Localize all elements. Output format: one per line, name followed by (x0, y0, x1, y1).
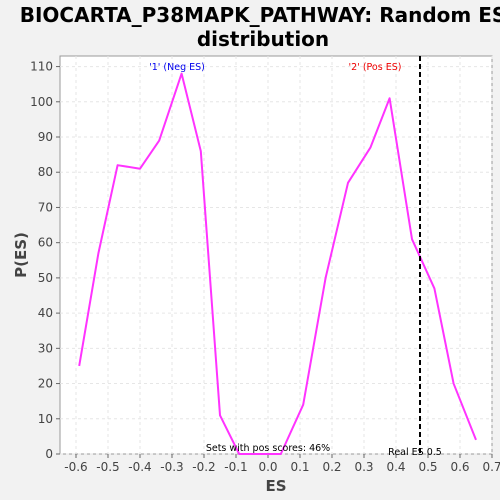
y-axis-ticks: 0 10 20 30 40 50 60 70 80 90 100 110 (30, 60, 60, 461)
x-tick-label: -0.4 (128, 460, 151, 474)
series-line (78, 72, 477, 455)
x-tick-label: -0.5 (96, 460, 119, 474)
x-tick-label: 0.0 (258, 460, 277, 474)
x-tick-label: -0.1 (224, 460, 247, 474)
x-tick-label: 0.5 (418, 460, 437, 474)
y-tick-label: 80 (38, 165, 53, 179)
y-tick-label: 20 (38, 377, 53, 391)
x-tick-label: -0.2 (192, 460, 215, 474)
pos-scores-annotation: Sets with pos scores: 46% (206, 443, 330, 454)
x-axis-ticks: -0.6 -0.5 -0.4 -0.3 -0.2 -0.1 0.0 0.1 0.2 0.3 0.4 0… (64, 454, 500, 474)
y-tick-label: 60 (38, 236, 53, 250)
pos-es-annotation: '2' (Pos ES) (349, 62, 402, 73)
chart-title-line-1: BIOCARTA_P38MAPK_PATHWAY: Random ES (20, 3, 500, 27)
y-tick-label: 110 (30, 60, 53, 74)
x-tick-label: 0.4 (386, 460, 405, 474)
y-tick-label: 30 (38, 341, 53, 355)
neg-es-annotation: '1' (Neg ES) (149, 62, 205, 73)
y-tick-label: 50 (38, 271, 53, 285)
real-es-label: Real ES 0.5 (388, 447, 442, 458)
x-axis-label: ES (265, 477, 286, 495)
y-axis-label: P(ES) (12, 232, 30, 278)
y-tick-label: 100 (30, 95, 53, 109)
chart-title-line-2: distribution (197, 27, 329, 51)
plot-area (59, 55, 493, 455)
x-tick-label: -0.6 (64, 460, 87, 474)
x-tick-label: 0.3 (354, 460, 373, 474)
x-tick-label: 0.1 (290, 460, 309, 474)
x-tick-label: 0.7 (482, 460, 500, 474)
y-tick-label: 90 (38, 130, 53, 144)
y-tick-label: 40 (38, 306, 53, 320)
y-tick-label: 70 (38, 200, 53, 214)
x-tick-label: 0.6 (450, 460, 469, 474)
x-tick-label: -0.3 (160, 460, 183, 474)
x-tick-label: 0.2 (322, 460, 341, 474)
y-tick-label: 10 (38, 412, 53, 426)
y-tick-label: 0 (45, 447, 53, 461)
